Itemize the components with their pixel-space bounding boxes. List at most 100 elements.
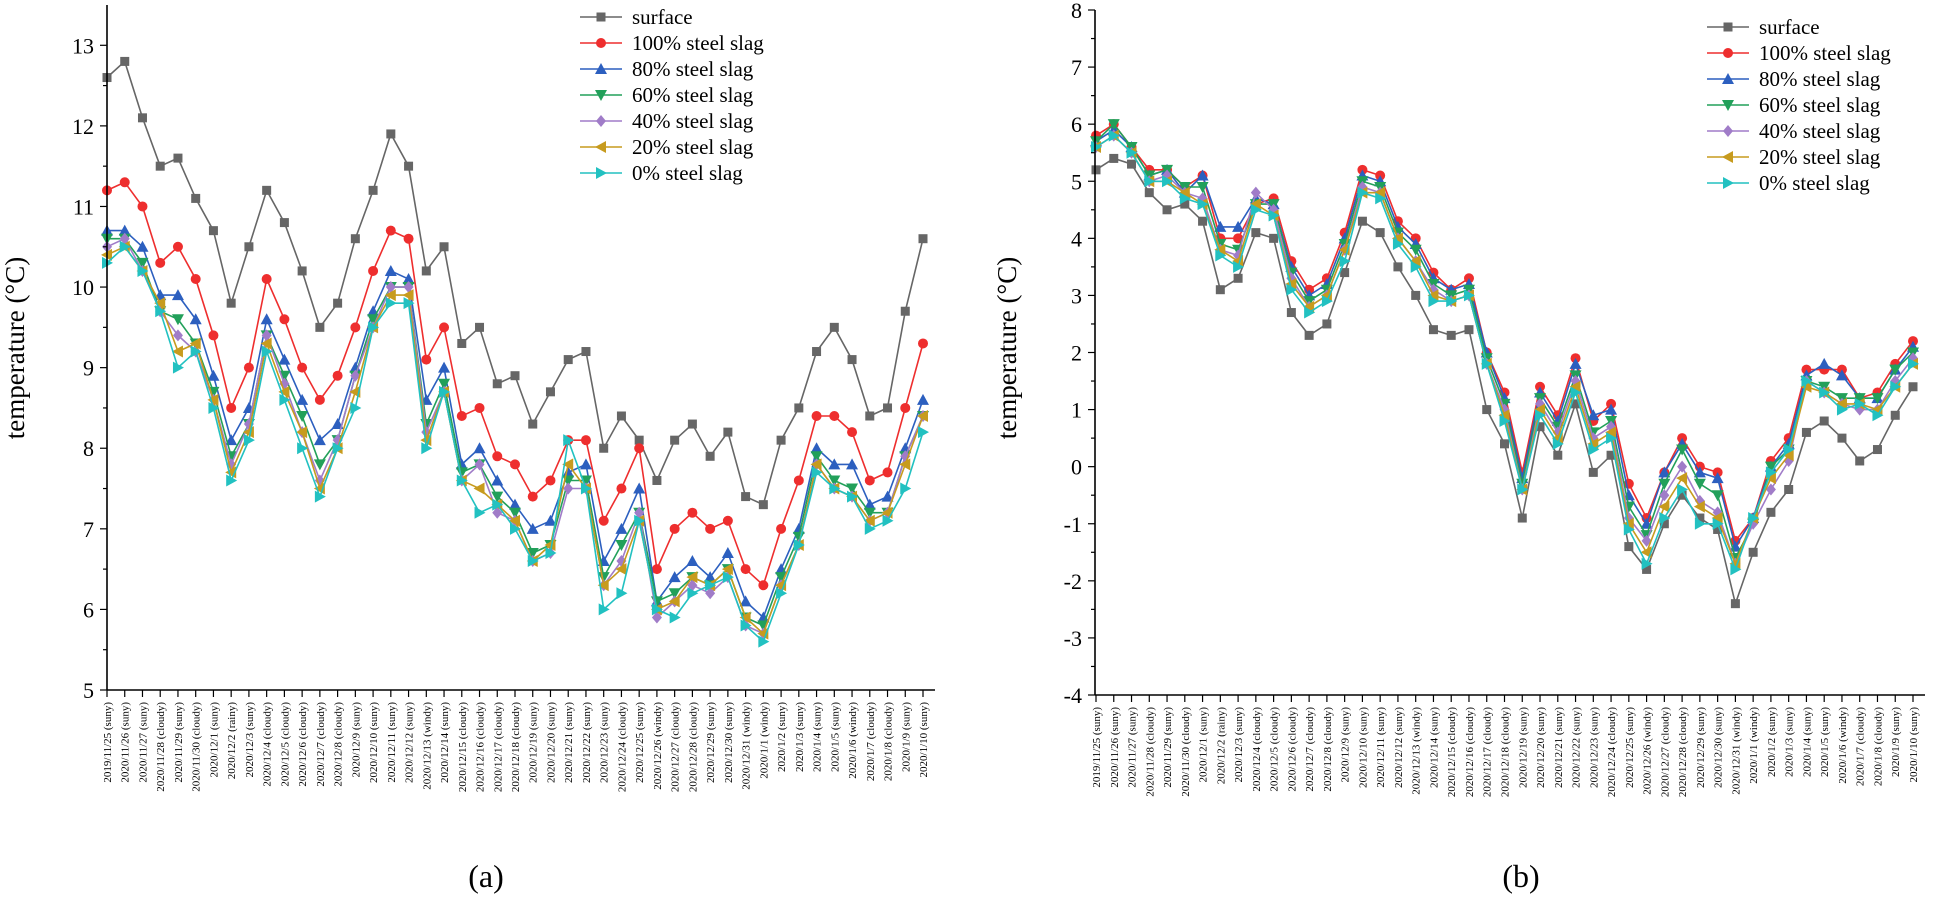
data-point-40pct-steel-slag-a <box>492 506 503 519</box>
data-point-100pct-steel-slag-a <box>882 467 893 478</box>
data-point-20pct-steel-slag-a <box>686 571 698 584</box>
data-point-surface-a <box>244 242 254 252</box>
y-tick-label-b: 0 <box>1071 455 1082 480</box>
data-point-40pct-steel-slag-a <box>403 281 414 294</box>
data-point-0pct-steel-slag-b <box>1801 375 1813 388</box>
data-point-20pct-steel-slag-b <box>1764 472 1776 485</box>
x-tick-label-b: 2020/12/30 (suny) <box>1713 707 1725 788</box>
x-tick-label-a: 2020/12/17 (cloudy) <box>492 702 504 792</box>
legend-label-b: 0% steel slag <box>1759 171 1870 195</box>
data-point-60pct-steel-slag-b <box>1764 461 1777 473</box>
y-tick-label-a: 8 <box>83 436 94 461</box>
data-point-0pct-steel-slag-a <box>190 345 202 358</box>
data-point-20pct-steel-slag-a <box>899 458 911 471</box>
y-tick-label-b: -2 <box>1064 569 1082 594</box>
series-0pct-steel-slag-b <box>1091 129 1919 576</box>
data-point-surface-a <box>741 492 751 502</box>
data-point-0pct-steel-slag-b <box>1410 260 1422 273</box>
data-point-surface-a <box>279 218 289 228</box>
data-point-surface-a <box>475 322 485 332</box>
data-point-0pct-steel-slag-b <box>1659 512 1671 525</box>
legend-marker-b <box>1723 22 1733 32</box>
data-point-0pct-steel-slag-a <box>492 498 504 511</box>
data-point-surface-b <box>1180 199 1190 209</box>
data-point-0pct-steel-slag-a <box>776 587 788 600</box>
data-point-surface-a <box>758 500 768 510</box>
x-tick-label-b: 2020/12/2 (rainy) <box>1215 707 1227 785</box>
x-tick-label-b: 2020/12/25 (suny) <box>1624 707 1636 788</box>
data-point-surface-a <box>528 419 538 429</box>
data-point-surface-a <box>687 419 697 429</box>
x-tick-label-b: 2020/12/18 (cloudy) <box>1500 707 1512 797</box>
data-point-100pct-steel-slag-a <box>368 265 379 276</box>
data-point-0pct-steel-slag-a <box>226 474 238 487</box>
data-point-surface-b <box>1908 382 1918 392</box>
data-point-20pct-steel-slag-b <box>1711 512 1723 525</box>
data-point-surface-b <box>1198 216 1208 226</box>
data-point-surface-a <box>865 411 875 421</box>
data-point-60pct-steel-slag-a <box>367 314 380 326</box>
data-point-surface-b <box>1446 330 1456 340</box>
data-point-0pct-steel-slag-b <box>1463 289 1475 302</box>
data-point-0pct-steel-slag-b <box>1517 483 1529 496</box>
data-point-surface-b <box>1890 410 1900 420</box>
data-point-20pct-steel-slag-a <box>863 514 875 527</box>
legend-item-0pct-steel-slag-b: 0% steel slag <box>1707 171 1870 195</box>
x-tick-label-b: 2020/12/8 (cloudy) <box>1322 707 1334 792</box>
data-point-60pct-steel-slag-a <box>491 491 504 503</box>
x-tick-label-b: 2020/12/17 (cloudy) <box>1482 707 1494 797</box>
data-point-0pct-steel-slag-a <box>527 555 539 568</box>
x-tick-label-a: 2020/12/9 (suny) <box>350 702 362 778</box>
data-point-0pct-steel-slag-a <box>155 305 167 318</box>
x-tick-label-a: 2020/1/5 (suny) <box>829 702 841 772</box>
legend-label-a: 0% steel slag <box>632 161 743 185</box>
x-tick-label-a: 2020/12/25 (suny) <box>634 702 646 783</box>
data-point-surface-b <box>1411 290 1421 300</box>
data-point-surface-b <box>1659 519 1669 529</box>
data-point-0pct-steel-slag-a <box>314 490 326 503</box>
data-point-20pct-steel-slag-b <box>1693 500 1705 513</box>
data-point-60pct-steel-slag-b <box>1889 364 1902 376</box>
data-point-0pct-steel-slag-a <box>137 264 149 277</box>
data-point-80pct-steel-slag-a <box>491 474 504 486</box>
x-tick-label-a: 2020/12/20 (suny) <box>545 702 557 783</box>
data-point-80pct-steel-slag-b <box>1232 220 1245 232</box>
x-tick-label-a: 2020/11/27 (suny) <box>137 702 149 783</box>
data-point-0pct-steel-slag-b <box>1890 380 1902 393</box>
x-tick-label-b: 2019/11/25 (suny) <box>1091 707 1103 788</box>
data-point-surface-b <box>1269 233 1279 243</box>
data-point-20pct-steel-slag-a <box>615 563 627 576</box>
data-point-surface-b <box>1535 422 1545 432</box>
x-tick-label-b: 2020/12/4 (cloudy) <box>1251 707 1263 792</box>
data-point-surface-a <box>155 161 165 171</box>
data-point-60pct-steel-slag-a <box>509 507 521 519</box>
data-point-60pct-steel-slag-a <box>455 467 468 479</box>
data-point-20pct-steel-slag-b <box>1640 546 1652 559</box>
x-tick-label-a: 2020/1/7 (cloudy) <box>865 702 877 781</box>
legend-marker-a <box>596 167 607 179</box>
legend-label-a: 100% steel slag <box>632 31 764 55</box>
legend-marker-b <box>1722 73 1734 84</box>
data-point-surface-a <box>563 355 573 365</box>
data-point-surface-b <box>1713 524 1723 534</box>
data-point-0pct-steel-slag-a <box>474 506 486 519</box>
data-point-60pct-steel-slag-b <box>1409 244 1422 256</box>
x-tick-label-a: 2020/12/18 (cloudy) <box>510 702 522 792</box>
data-point-surface-b <box>1375 228 1385 238</box>
data-point-20pct-steel-slag-a <box>597 579 609 592</box>
data-point-0pct-steel-slag-a <box>243 434 255 447</box>
x-tick-label-b: 2020/12/26 (windy) <box>1642 707 1654 795</box>
x-tick-label-a: 2019/11/25 (suny) <box>102 702 114 783</box>
x-tick-label-a: 2020/12/7 (cloudy) <box>315 702 327 787</box>
x-tick-label-a: 2020/12/16 (cloudy) <box>475 702 487 792</box>
data-point-0pct-steel-slag-a <box>403 297 415 310</box>
data-point-surface-a <box>421 266 431 276</box>
data-point-0pct-steel-slag-b <box>1570 386 1582 399</box>
data-point-surface-a <box>315 322 325 332</box>
data-point-surface-b <box>1286 308 1296 318</box>
data-point-surface-b <box>1428 325 1438 335</box>
data-point-0pct-steel-slag-b <box>1250 203 1262 216</box>
data-point-0pct-steel-slag-b <box>1712 517 1724 530</box>
data-point-surface-b <box>1642 564 1652 574</box>
